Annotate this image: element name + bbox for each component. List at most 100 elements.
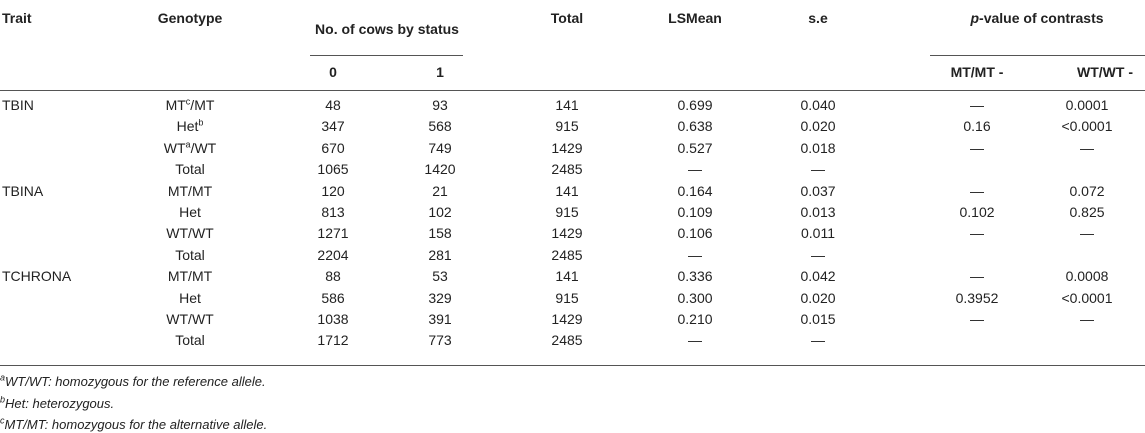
table-cell: 0.020 [800, 289, 836, 306]
table-cell: 2485 [551, 161, 583, 178]
table-cell: 915 [555, 204, 579, 220]
table-cell: MT/MT [167, 268, 213, 285]
column-header: Genotype [157, 10, 223, 26]
genotype-tail: /WT [190, 139, 217, 156]
table-cell: 48 [325, 97, 341, 113]
table-cell: 391 [428, 311, 452, 327]
table-cell: — [811, 246, 825, 263]
table-cell: 1429 [551, 139, 583, 156]
table-cell: — [970, 97, 984, 113]
footnote-mark: a [0, 372, 6, 383]
column-header: s.e [808, 10, 828, 26]
contrast-header: MT/MT - [950, 64, 1004, 80]
footnote: cMT/MT: homozygous for the alternative a… [0, 415, 268, 433]
table-cell: 347 [321, 118, 345, 135]
trait-cell: TCHRONA [2, 268, 72, 285]
table-cell: 1271 [317, 225, 349, 242]
table-cell: 1712 [317, 332, 349, 349]
table-cell: WT/WT [166, 311, 214, 327]
table-cell: — [688, 246, 702, 263]
table-cell: — [970, 225, 984, 242]
table-cell: 102 [428, 204, 452, 220]
table-cell: 0.037 [800, 182, 836, 199]
table-cell: Total [175, 332, 205, 349]
table-cell: 53 [432, 268, 448, 285]
table-cell: 0.825 [1069, 204, 1105, 220]
table-cell: 0.072 [1069, 182, 1105, 199]
table-cell: <0.0001 [1061, 289, 1113, 306]
table-cell: — [688, 161, 702, 178]
table-cell: 0.011 [801, 225, 835, 242]
column-header: LSMean [668, 10, 722, 26]
column-header: Total [550, 10, 584, 26]
header-rule [310, 55, 463, 56]
table-cell: — [970, 268, 984, 285]
column-header: No. of cows by status [315, 21, 459, 37]
table-cell: 586 [321, 289, 345, 306]
table-cell: — [970, 182, 984, 199]
table-cell: 813 [321, 204, 345, 220]
table-cell: 1420 [424, 161, 456, 178]
trait-cell: TBIN [2, 97, 34, 113]
table-cell: 0.020 [800, 118, 836, 135]
table-cell: 0.0001 [1065, 97, 1109, 113]
footnote-mark: b [0, 394, 6, 405]
table-cell: — [811, 332, 825, 349]
table-cell: 0.16 [963, 118, 991, 135]
table-cell: 0.699 [677, 97, 713, 113]
table-cell: 0.527 [677, 139, 713, 156]
table-cell: 0.040 [800, 97, 836, 113]
footnote-mark: a [185, 139, 191, 150]
footnote-text: MT/MT: homozygous for the alternative al… [4, 417, 268, 432]
table-cell: 0.210 [677, 311, 713, 327]
status-header: 1 [436, 64, 444, 80]
table-cell: 0.0008 [1065, 268, 1109, 285]
table-cell: 773 [428, 332, 452, 349]
table-cell: 88 [325, 268, 341, 285]
footnote-mark: c [0, 415, 5, 426]
table-cell: 1429 [551, 225, 583, 242]
table-cell: 0.300 [677, 289, 713, 306]
table-cell: Het [179, 289, 201, 306]
table-cell: 141 [555, 268, 579, 285]
table-cell: 0.013 [800, 204, 836, 220]
footnote: bHet: heterozygous. [0, 394, 114, 412]
table-cell: — [1080, 139, 1094, 156]
table-cell: 1038 [317, 311, 349, 327]
table-cell: 1065 [317, 161, 349, 178]
table-cell: <0.0001 [1061, 118, 1113, 135]
table-cell: 0.109 [677, 204, 713, 220]
table-bottom-rule [0, 365, 1145, 366]
footnote-text: WT/WT: homozygous for the reference alle… [5, 374, 266, 389]
p-text: -value of contrasts [979, 10, 1104, 26]
table-cell: Het [179, 204, 201, 220]
table-cell: — [688, 332, 702, 349]
table-cell: WTa/WT [164, 139, 216, 157]
table-cell: 0.3952 [955, 289, 999, 306]
table-cell: Total [175, 246, 205, 263]
table-cell: 0.336 [677, 268, 713, 285]
header-rule [930, 55, 1145, 56]
table-cell: 0.638 [677, 118, 713, 135]
table-cell: 915 [555, 289, 579, 306]
p-italic: p [970, 10, 980, 26]
table-cell: MT/MT [167, 182, 213, 199]
column-header: Trait [2, 10, 32, 26]
footnote-mark: b [198, 117, 204, 128]
table-cell: 0.018 [800, 139, 836, 156]
table-cell: Total [175, 161, 205, 178]
status-header: 0 [329, 64, 337, 80]
table-cell: 93 [432, 97, 448, 113]
table-cell: 568 [428, 118, 452, 135]
table-cell: 2485 [551, 246, 583, 263]
table-cell: 749 [428, 139, 452, 156]
genotype-base: Het [176, 118, 199, 135]
table-cell: 0.042 [800, 268, 836, 285]
column-header: p-value of contrasts [970, 9, 1103, 27]
table-cell: 915 [555, 118, 579, 135]
header-rule [0, 90, 1145, 91]
table-cell: 329 [428, 289, 452, 306]
table-cell: 0.106 [677, 225, 713, 242]
table-cell: 158 [428, 225, 452, 242]
